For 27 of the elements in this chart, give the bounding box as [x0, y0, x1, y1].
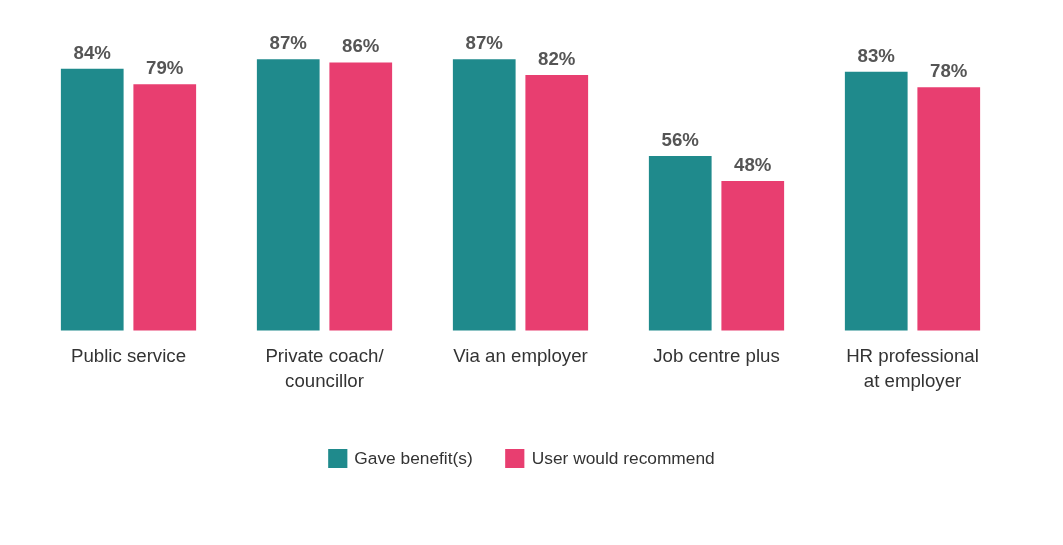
data-label: 87% [269, 32, 308, 54]
bar [844, 71, 908, 331]
data-label: 86% [342, 35, 380, 57]
bar [256, 59, 320, 331]
x-tick-label: Public service [70, 344, 187, 366]
bar [133, 84, 197, 331]
bar [525, 74, 589, 331]
data-label: 83% [857, 44, 896, 66]
bar [917, 87, 981, 331]
bar [60, 68, 124, 331]
bar [648, 155, 712, 331]
bar [452, 59, 516, 331]
data-label: 87% [465, 32, 504, 54]
data-label: 56% [661, 128, 700, 150]
x-tick-label: Job centre plus [653, 344, 780, 366]
bar [721, 180, 785, 331]
data-label: 48% [734, 153, 772, 175]
x-tick-label: HR professional at employer [846, 344, 979, 391]
legend-label: Gave benefit(s) [354, 447, 473, 469]
data-label: 78% [930, 60, 968, 82]
legend-label: User would recommend [531, 447, 715, 469]
data-label: 84% [73, 41, 112, 63]
data-label: 82% [538, 47, 576, 69]
bar [329, 62, 393, 331]
x-tick-label: Private coach/ councillor [265, 344, 385, 391]
data-label: 79% [146, 57, 184, 79]
x-tick-label: Via an employer [453, 344, 588, 366]
